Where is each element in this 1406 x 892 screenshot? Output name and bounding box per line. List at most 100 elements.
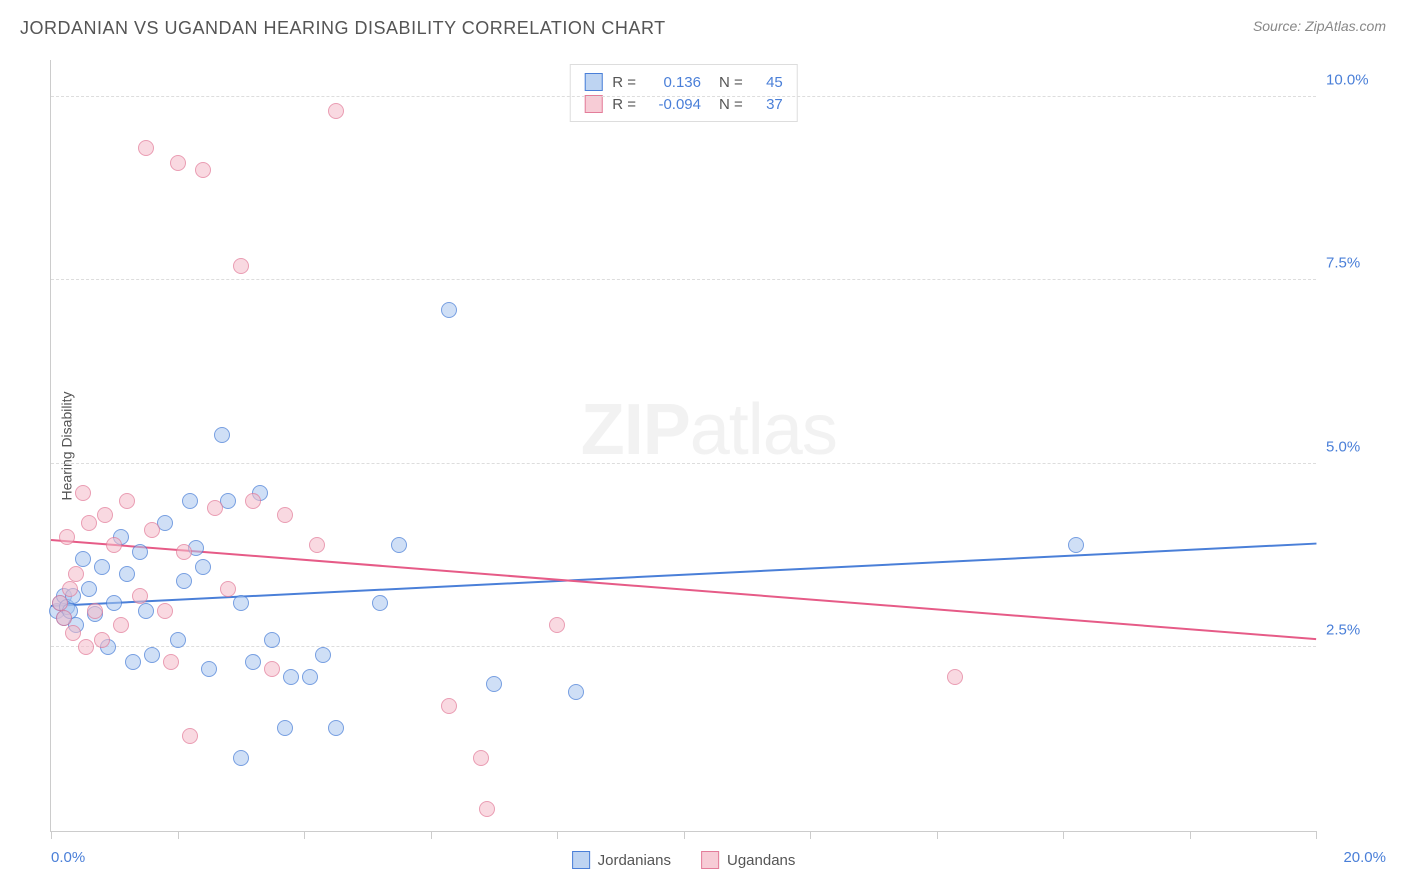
- data-point: [391, 537, 407, 553]
- gridline: [51, 279, 1316, 280]
- x-tick: [684, 831, 685, 839]
- data-point: [138, 603, 154, 619]
- data-point: [138, 140, 154, 156]
- data-point: [182, 493, 198, 509]
- scatter-plot: ZIPatlas R =0.136N =45R =-0.094N =37 Jor…: [50, 60, 1316, 832]
- watermark-light: atlas: [690, 390, 837, 470]
- r-label: R =: [612, 74, 636, 91]
- data-point: [201, 661, 217, 677]
- r-value: 0.136: [646, 74, 701, 91]
- x-tick-label: 0.0%: [51, 849, 85, 866]
- data-point: [176, 573, 192, 589]
- data-point: [233, 750, 249, 766]
- data-point: [309, 537, 325, 553]
- trend-line: [51, 539, 1316, 640]
- x-tick: [1190, 831, 1191, 839]
- data-point: [62, 581, 78, 597]
- data-point: [277, 720, 293, 736]
- data-point: [947, 669, 963, 685]
- data-point: [119, 566, 135, 582]
- data-point: [81, 581, 97, 597]
- data-point: [106, 595, 122, 611]
- y-tick-label: 10.0%: [1326, 71, 1386, 88]
- data-point: [220, 581, 236, 597]
- n-label: N =: [719, 74, 743, 91]
- x-tick: [1316, 831, 1317, 839]
- source-attribution: Source: ZipAtlas.com: [1253, 18, 1386, 34]
- legend-series-name: Ugandans: [727, 852, 795, 869]
- data-point: [144, 647, 160, 663]
- watermark-bold: ZIP: [581, 390, 690, 470]
- y-tick-label: 5.0%: [1326, 438, 1386, 455]
- data-point: [56, 610, 72, 626]
- correlation-legend: R =0.136N =45R =-0.094N =37: [569, 64, 798, 122]
- data-point: [1068, 537, 1084, 553]
- watermark: ZIPatlas: [581, 389, 837, 471]
- data-point: [144, 522, 160, 538]
- data-point: [176, 544, 192, 560]
- x-tick: [431, 831, 432, 839]
- y-tick-label: 2.5%: [1326, 622, 1386, 639]
- data-point: [106, 537, 122, 553]
- data-point: [245, 493, 261, 509]
- data-point: [486, 676, 502, 692]
- data-point: [170, 632, 186, 648]
- x-tick-label: 20.0%: [1343, 849, 1386, 866]
- data-point: [264, 632, 280, 648]
- data-point: [68, 566, 84, 582]
- data-point: [87, 603, 103, 619]
- n-value: 45: [753, 74, 783, 91]
- data-point: [163, 654, 179, 670]
- data-point: [328, 103, 344, 119]
- data-point: [78, 639, 94, 655]
- data-point: [264, 661, 280, 677]
- data-point: [75, 485, 91, 501]
- gridline: [51, 646, 1316, 647]
- data-point: [568, 684, 584, 700]
- data-point: [372, 595, 388, 611]
- data-point: [441, 698, 457, 714]
- x-tick: [810, 831, 811, 839]
- chart-title: JORDANIAN VS UGANDAN HEARING DISABILITY …: [20, 18, 666, 39]
- legend-swatch: [572, 851, 590, 869]
- legend-swatch: [584, 95, 602, 113]
- legend-item: Jordanians: [572, 851, 671, 869]
- legend-swatch: [584, 73, 602, 91]
- data-point: [233, 258, 249, 274]
- data-point: [233, 595, 249, 611]
- data-point: [214, 427, 230, 443]
- data-point: [207, 500, 223, 516]
- data-point: [479, 801, 495, 817]
- x-tick: [557, 831, 558, 839]
- legend-item: Ugandans: [701, 851, 795, 869]
- gridline: [51, 96, 1316, 97]
- data-point: [113, 617, 129, 633]
- data-point: [315, 647, 331, 663]
- data-point: [59, 529, 75, 545]
- data-point: [157, 603, 173, 619]
- data-point: [473, 750, 489, 766]
- data-point: [132, 544, 148, 560]
- data-point: [182, 728, 198, 744]
- data-point: [97, 507, 113, 523]
- data-point: [75, 551, 91, 567]
- n-label: N =: [719, 96, 743, 113]
- data-point: [132, 588, 148, 604]
- data-point: [81, 515, 97, 531]
- data-point: [125, 654, 141, 670]
- data-point: [52, 595, 68, 611]
- r-value: -0.094: [646, 96, 701, 113]
- x-tick: [51, 831, 52, 839]
- data-point: [65, 625, 81, 641]
- data-point: [195, 162, 211, 178]
- data-point: [94, 632, 110, 648]
- r-label: R =: [612, 96, 636, 113]
- x-tick: [178, 831, 179, 839]
- legend-stat-row: R = 0.136 N = 45: [584, 71, 783, 93]
- x-tick: [304, 831, 305, 839]
- data-point: [277, 507, 293, 523]
- data-point: [245, 654, 261, 670]
- legend-series-name: Jordanians: [598, 852, 671, 869]
- data-point: [170, 155, 186, 171]
- legend-swatch: [701, 851, 719, 869]
